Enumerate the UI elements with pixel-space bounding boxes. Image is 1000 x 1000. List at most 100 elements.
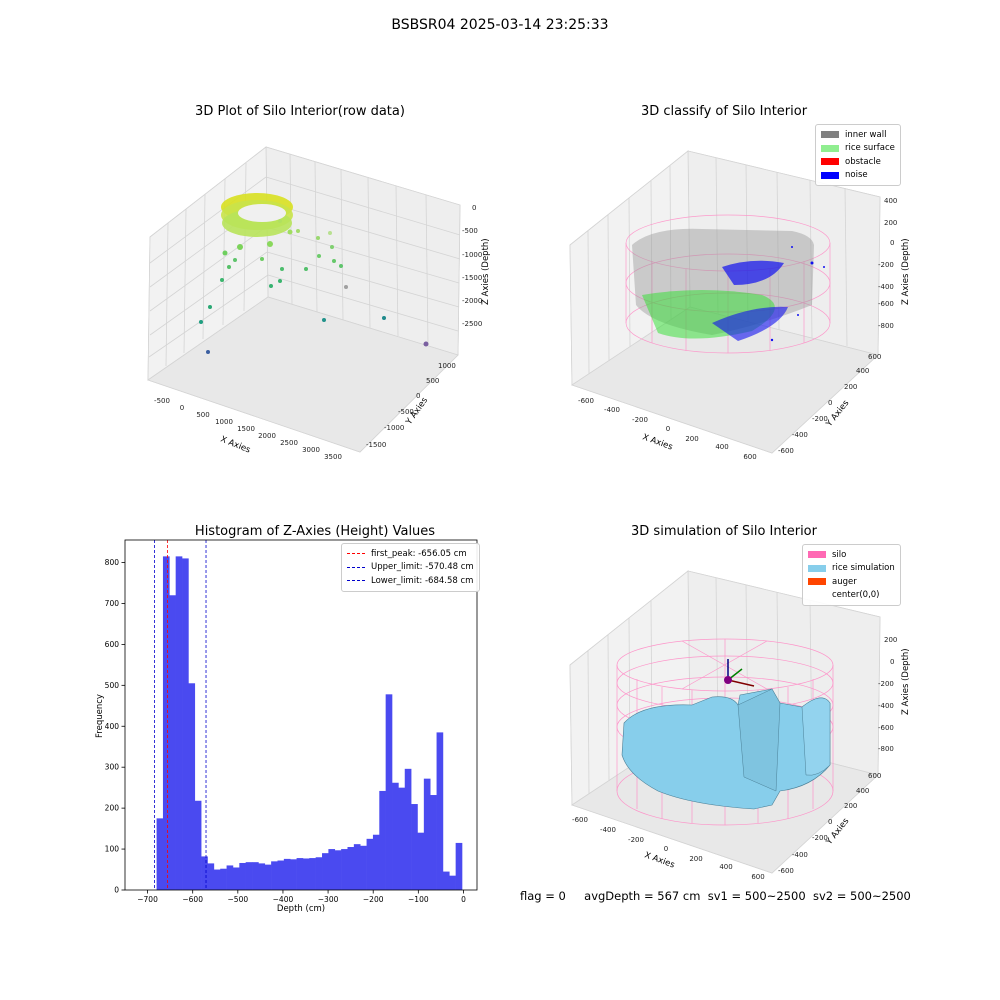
histogram-x-tick: −100 — [408, 895, 429, 904]
classify-z-tick: 0 — [890, 239, 894, 247]
histogram-bar — [385, 694, 393, 890]
histogram-bar — [162, 556, 170, 890]
histogram-y-label: Frequency — [95, 694, 105, 738]
simulation-z-label: Z Axies (Depth) — [901, 648, 911, 715]
simulation-x-tick: 600 — [751, 873, 764, 881]
histogram-bar — [201, 856, 208, 890]
raw-x-tick: 0 — [180, 404, 184, 412]
histogram-bar — [245, 862, 253, 890]
simulation-z-tick: 200 — [884, 636, 897, 644]
histogram-y-tick: 400 — [105, 722, 120, 731]
raw-3d-axes-box — [147, 146, 461, 453]
classify-x-label: X Axies — [641, 432, 674, 452]
histogram-bar — [449, 875, 456, 890]
histogram-bar — [182, 558, 189, 890]
simulation-3d-plot: -600 -400 -200 0 200 400 600 X Axies -60… — [569, 570, 911, 881]
histogram-bar — [366, 838, 374, 890]
simulation-legend: silo rice simulation auger center(0,0) — [802, 544, 901, 606]
classify-z-tick: -400 — [878, 283, 894, 291]
simulation-z-tick: 0 — [890, 658, 894, 666]
classify-x-tick: 200 — [685, 435, 698, 443]
raw-3d-y-ticks: -1500 -1000 -500 0 500 1000 — [366, 362, 456, 449]
raw-z-tick: -2500 — [462, 320, 482, 328]
raw-y-tick: -1500 — [366, 441, 386, 449]
raw-y-tick: 500 — [426, 377, 439, 385]
histogram-bar — [169, 595, 176, 890]
histogram-bar — [290, 859, 297, 890]
flag-value: flag = 0 — [520, 889, 566, 903]
legend-item-first-peak: first_peak: -656.05 cm — [347, 547, 474, 561]
simulation-x-ticks: -600 -400 -200 0 200 400 600 — [572, 816, 765, 881]
histogram-x-tick: −200 — [363, 895, 384, 904]
classify-3d-plot: -600 -400 -200 0 200 400 600 X Axies -60… — [569, 150, 911, 461]
raw-x-tick: -500 — [154, 397, 170, 405]
raw-z-label: Z Axies (Depth) — [481, 238, 491, 305]
histogram-bar — [213, 869, 221, 890]
histogram-bar — [232, 867, 240, 890]
legend-item-noise: noise — [821, 169, 895, 183]
histogram-bar — [404, 768, 412, 890]
classify-x-tick: -600 — [578, 397, 594, 405]
histogram-bar — [455, 842, 463, 890]
histogram-title: Histogram of Z-Axies (Height) Values — [194, 524, 436, 539]
histogram-bar — [258, 863, 266, 890]
raw-3d-z-ticks: -2500 -2000 -1500 -1000 -500 0 — [462, 204, 482, 328]
histogram-bar — [360, 845, 367, 890]
raw-y-tick: -1000 — [384, 424, 404, 432]
raw-x-tick: 500 — [196, 411, 209, 419]
histogram-x-tick: −500 — [228, 895, 249, 904]
classify-z-tick: -200 — [878, 261, 894, 269]
classify-x-tick: 400 — [715, 443, 728, 451]
rice-surface-simulation — [621, 688, 831, 810]
classify-z-tick: 400 — [884, 197, 897, 205]
legend-item-inner-wall: inner wall — [821, 128, 895, 142]
histogram-bar — [239, 862, 246, 890]
simulation-z-tick: -600 — [878, 724, 894, 732]
histogram-frame — [124, 539, 478, 891]
simulation-x-tick: -600 — [572, 816, 588, 824]
histogram-bar — [334, 850, 342, 890]
sv1-value: sv1 = 500~2500 — [707, 889, 806, 903]
classify-y-tick: -600 — [778, 447, 794, 455]
histogram-bar — [309, 858, 316, 890]
histogram-bar — [283, 858, 291, 890]
histogram-x-label: Depth (cm) — [277, 904, 325, 914]
classify-y-tick: 0 — [828, 399, 832, 407]
status-footer: flag = 0 avgDepth = 567 cm sv1 = 500~250… — [520, 889, 911, 903]
histogram-x-tick: 0 — [461, 895, 466, 904]
histogram-bar — [188, 683, 196, 890]
legend-item-rice-surface: rice surface — [821, 142, 895, 156]
legend-item-upper-limit: Upper_limit: -570.48 cm — [347, 561, 474, 575]
legend-item-center: center(0,0) — [832, 590, 880, 601]
classify-x-tick: 0 — [666, 425, 670, 433]
simulation-x-tick: 200 — [689, 855, 702, 863]
histogram-y-tick: 600 — [105, 640, 120, 649]
legend-item-auger: auger — [808, 575, 895, 589]
figure-title: BSBSR04 2025-03-14 23:25:33 — [391, 17, 609, 33]
simulation-x-tick: 0 — [664, 845, 668, 853]
histogram-bar — [207, 863, 215, 890]
legend-item-lower-limit: Lower_limit: -684.58 cm — [347, 574, 474, 588]
classify-x-tick: -200 — [632, 416, 648, 424]
histogram-y-tick: 100 — [105, 845, 120, 854]
raw-x-label: X Axies — [219, 435, 252, 456]
simulation-y-tick: 0 — [828, 818, 832, 826]
simulation-z-tick: -400 — [878, 702, 894, 710]
simulation-z-tick: -800 — [878, 745, 894, 753]
simulation-y-tick: 400 — [856, 787, 869, 795]
histogram-bar — [271, 861, 278, 890]
classify-y-tick: -200 — [812, 415, 828, 423]
histogram-bar — [315, 857, 323, 890]
histogram-bar — [175, 556, 183, 890]
histogram-bar — [220, 868, 227, 890]
histogram-bar — [353, 844, 361, 890]
histogram-y-tick: 200 — [105, 804, 120, 813]
classify-z-label: Z Axies (Depth) — [901, 238, 911, 305]
histogram-bar — [442, 871, 450, 890]
histogram-bar — [156, 818, 164, 890]
histogram-bar — [372, 834, 380, 890]
histogram-bar — [430, 795, 437, 890]
histogram-vlines — [154, 540, 207, 890]
classify-z-tick: 200 — [884, 219, 897, 227]
panel4-title: 3D simulation of Silo Interior — [631, 524, 817, 539]
